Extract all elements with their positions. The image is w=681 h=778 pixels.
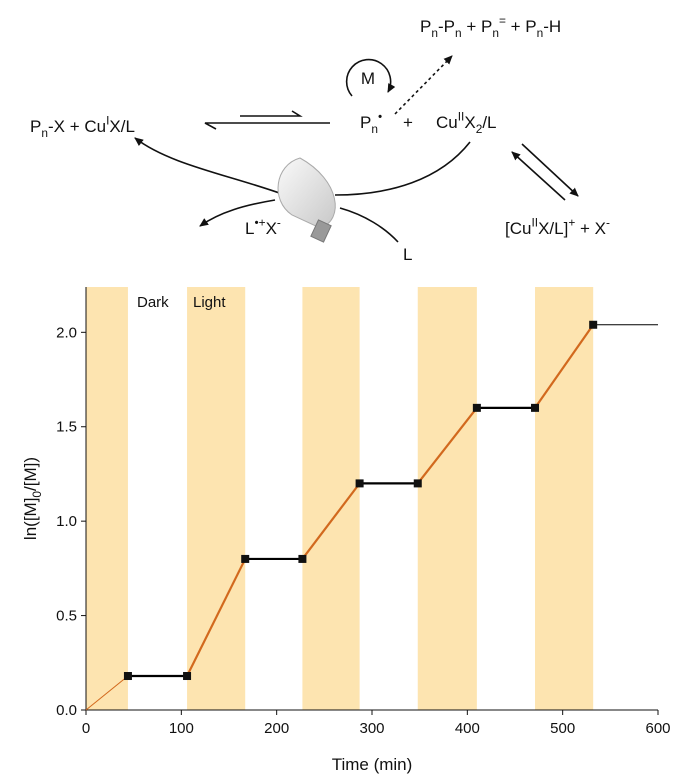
text-segment: II xyxy=(531,215,538,229)
text-segment: - xyxy=(606,215,610,229)
text-segment: P xyxy=(360,113,371,132)
x-tick-label: 200 xyxy=(264,720,289,737)
text-segment: + X xyxy=(575,219,606,238)
text-segment: P xyxy=(30,117,41,136)
text-segment: L xyxy=(245,219,254,238)
segment xyxy=(301,482,361,560)
text-segment: I xyxy=(106,113,109,127)
text-segment: n xyxy=(371,122,378,136)
scheme-arrows xyxy=(134,55,579,243)
data-point xyxy=(355,479,364,488)
chart: Dark Light 0 100 200 300 400 500 600 0.0 0.5 1.0 1.5… xyxy=(21,287,671,774)
x-axis-title: Time (min) xyxy=(332,755,413,774)
mediator: M xyxy=(361,69,375,88)
x-tick-label: 600 xyxy=(645,720,670,737)
segment xyxy=(534,324,595,409)
x-tick-label: 300 xyxy=(359,720,384,737)
x-tick-label: 100 xyxy=(169,720,194,737)
segment xyxy=(186,558,247,677)
light-band xyxy=(187,287,246,710)
oxidized-ligand: L•+X- xyxy=(245,215,281,238)
text-segment: 2 xyxy=(476,122,483,136)
text-segment: X xyxy=(464,113,475,132)
text-segment: - xyxy=(277,215,281,229)
data-point xyxy=(531,403,540,412)
text-segment: n xyxy=(431,26,438,40)
segment xyxy=(416,407,478,485)
text-segment: /L xyxy=(482,113,496,132)
light-band xyxy=(86,287,128,710)
data-point xyxy=(298,554,307,563)
dormant-species: Pn-X + CuIX/L xyxy=(30,113,135,140)
text-segment: II xyxy=(458,109,465,123)
text-segment: = xyxy=(499,13,506,27)
y-axis-title: ln([M]0/[M]) xyxy=(21,457,44,540)
light-band xyxy=(535,287,594,710)
y-tick-label: 0.0 xyxy=(56,702,77,719)
text-segment: 0 xyxy=(30,491,44,498)
text-segment: n xyxy=(41,126,48,140)
text-segment: Cu xyxy=(436,113,458,132)
text-segment: -P xyxy=(438,17,455,36)
text-segment: •+ xyxy=(254,215,265,229)
text-segment: n xyxy=(492,26,499,40)
text-segment: n xyxy=(537,26,544,40)
light-band xyxy=(417,287,477,710)
ligand: L xyxy=(403,245,412,264)
data-point xyxy=(241,554,250,563)
text-segment: X xyxy=(266,219,277,238)
text-segment: [Cu xyxy=(505,219,531,238)
light-bulb xyxy=(277,157,336,243)
x-tick-label: 0 xyxy=(82,720,90,737)
data-point xyxy=(472,403,481,412)
light-band xyxy=(302,287,360,710)
text-segment: -H xyxy=(543,17,561,36)
complex-species: [CuIIX/L]+ + X- xyxy=(505,215,610,238)
y-tick-label: 1.0 xyxy=(56,513,77,530)
lead-line xyxy=(85,675,129,711)
data-point xyxy=(413,479,422,488)
text-segment: n xyxy=(455,26,462,40)
y-tick-label: 1.5 xyxy=(56,419,77,436)
annotation: Dark xyxy=(137,294,169,311)
y-tick-label: 0.5 xyxy=(56,608,77,625)
text-segment: + P xyxy=(462,17,493,36)
text-segment: /[M]) xyxy=(21,457,40,491)
product-species: Pn-Pn + Pn= + Pn-H xyxy=(420,13,561,40)
x-tick-label: 500 xyxy=(550,720,575,737)
text-segment: ln([M] xyxy=(21,498,40,541)
text-segment: P xyxy=(420,17,431,36)
text-segment: + P xyxy=(506,17,537,36)
radical-species: Pn• xyxy=(360,109,382,136)
y-tick-label: 2.0 xyxy=(56,324,77,341)
annotation: Light xyxy=(193,294,226,311)
data-point xyxy=(589,320,598,329)
text-segment: X/L xyxy=(109,117,135,136)
text-segment: X/L] xyxy=(538,219,568,238)
text-segment: -X + Cu xyxy=(48,117,106,136)
x-tick-label: 400 xyxy=(455,720,480,737)
text-segment: • xyxy=(378,109,382,123)
deactivator-species: CuIIX2/L xyxy=(436,109,497,136)
text-segment: + xyxy=(568,215,575,229)
plus-sign: + xyxy=(403,113,413,132)
data-point xyxy=(123,672,132,681)
data-point xyxy=(183,672,192,681)
